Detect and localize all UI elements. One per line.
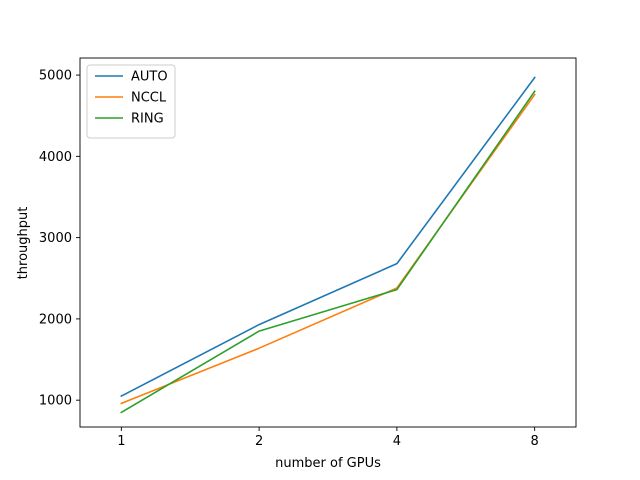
legend: AUTO NCCL RING	[86, 64, 176, 139]
axes-frame	[79, 57, 577, 428]
x-tick-label: 8	[531, 434, 539, 449]
y-tick-label: 2000	[39, 312, 72, 327]
x-tick-label: 4	[393, 434, 401, 449]
y-tick-label: 1000	[39, 394, 72, 409]
legend-label-auto: AUTO	[131, 70, 168, 85]
series-line-auto	[120, 76, 536, 398]
x-tick-label: 2	[255, 434, 263, 449]
series-line-ring	[120, 90, 536, 414]
x-axis-label: number of GPUs	[275, 456, 381, 471]
y-tick-label: 3000	[39, 231, 72, 246]
y-tick-label: 5000	[39, 69, 72, 84]
y-tick-label: 4000	[39, 150, 72, 165]
legend-label-nccl: NCCL	[131, 91, 167, 106]
plot-area: 1 2 4 8 1000 2000 3000 4000 5000	[39, 57, 577, 449]
legend-box	[86, 64, 176, 139]
legend-label-ring: RING	[131, 112, 164, 127]
x-tick-label: 1	[117, 434, 125, 449]
y-axis-label: throughput	[16, 207, 31, 280]
